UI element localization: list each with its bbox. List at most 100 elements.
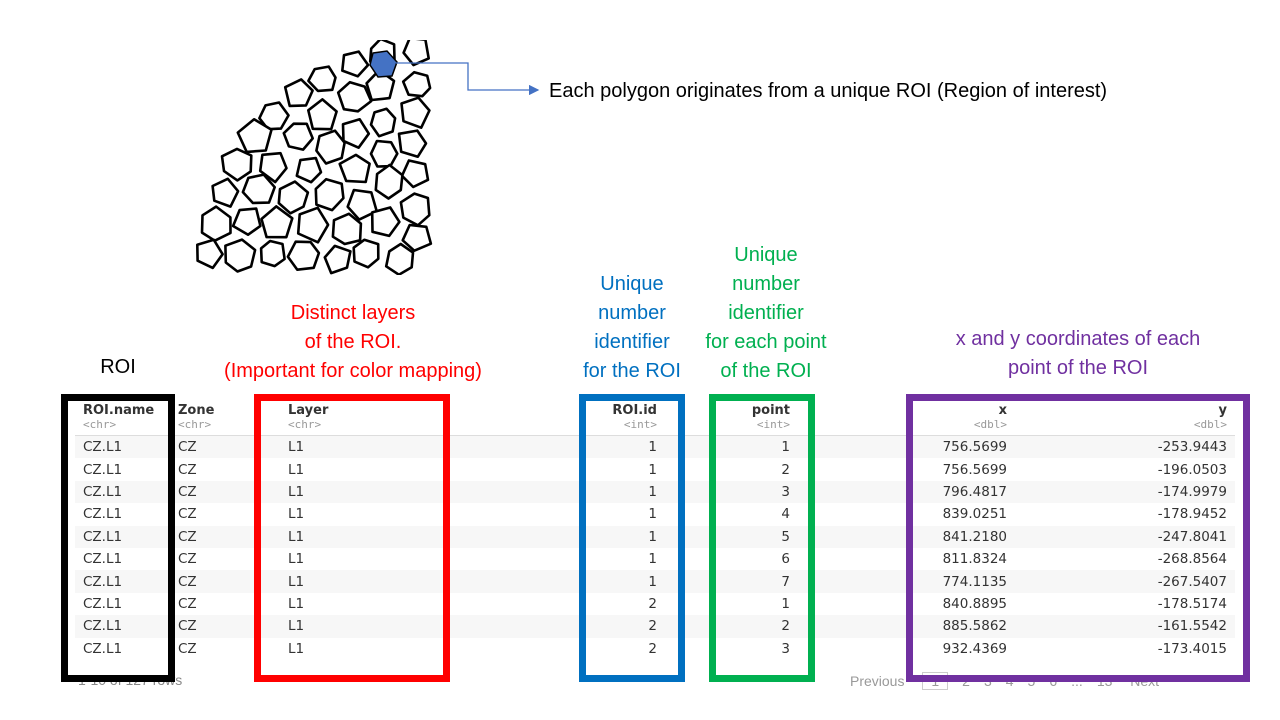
annotation-line: for each point — [705, 331, 827, 353]
roi-polygon — [315, 129, 346, 165]
roi-polygon — [365, 68, 396, 102]
cell-point: 3 — [665, 480, 798, 504]
cell-roi-id: 1 — [525, 570, 665, 593]
roi-polygon — [401, 70, 432, 98]
table-header-row: ROI.name Zone Layer ROI.id point x y — [75, 398, 1235, 418]
cell-zone: CZ — [170, 570, 280, 593]
cell-x: 811.8324 — [942, 551, 1007, 568]
highlight-box-roi-id — [579, 394, 685, 682]
roi-polygon — [374, 163, 404, 200]
annotation-layers: Distinct layers of the ROI. (Important for… — [198, 299, 508, 386]
cell-roi-name: CZ.L1 — [83, 551, 123, 568]
roi-polygon — [286, 240, 321, 271]
annotation-line: Unique — [734, 244, 798, 266]
cell-layer: L1 — [280, 570, 525, 593]
roi-polygon — [352, 238, 380, 269]
col-type: <chr> — [170, 418, 280, 436]
cell-point: 1 — [665, 435, 798, 459]
cell-y: -178.9452 — [1157, 506, 1227, 523]
roi-polygon — [336, 80, 373, 113]
cell-y: -173.4015 — [1157, 640, 1227, 657]
highlight-box-layers — [254, 394, 450, 682]
col-header-x[interactable]: x — [998, 403, 1007, 418]
col-header-layer[interactable]: Layer — [288, 403, 329, 418]
roi-polygon — [296, 206, 330, 244]
annotation-line: of the ROI — [720, 360, 812, 382]
cell-roi-name: CZ.L1 — [75, 570, 170, 593]
cell-layer: L1 — [280, 480, 525, 504]
cell-zone: CZ — [170, 435, 280, 459]
roi-polygon — [314, 177, 345, 212]
roi-polygon — [259, 239, 286, 268]
cell-point: 6 — [781, 551, 790, 568]
cell-y: -268.8564 — [1157, 551, 1227, 568]
roi-polygon — [200, 205, 232, 242]
roi-polygon — [307, 98, 338, 131]
cell-y: -247.8041 — [1015, 525, 1235, 548]
col-header-point[interactable]: point — [751, 403, 790, 418]
highlight-box-point — [709, 394, 815, 682]
cell-roi-id: 2 — [525, 615, 665, 638]
highlighted-roi-polygon — [369, 50, 398, 78]
col-header-roi-id[interactable]: ROI.id — [612, 403, 657, 418]
roi-polygon — [323, 244, 352, 275]
annotation-point: Unique number identifier for each point of t… — [690, 241, 842, 386]
roi-polygon — [338, 153, 371, 184]
cell-x: 839.0251 — [942, 506, 1007, 523]
cell-roi-name: CZ.L1 — [83, 506, 123, 523]
previous-button[interactable]: Previous — [850, 673, 905, 689]
col-type: <chr> — [75, 418, 170, 436]
cell-layer: L1 — [288, 551, 305, 568]
cell-y: -178.5174 — [1157, 595, 1227, 612]
cell-y: -196.0503 — [1157, 461, 1227, 478]
annotation-roi: ROI — [90, 353, 146, 382]
col-header-roi-name[interactable]: ROI.name — [83, 403, 155, 418]
highlight-box-roi — [61, 394, 175, 682]
col-type: <dbl> — [1015, 418, 1235, 436]
annotation-line: point of the ROI — [1007, 357, 1149, 379]
table-row: CZ.L1 CZ L1 1 2 756.5699 -196.0503 — [75, 458, 1235, 480]
cell-layer: L1 — [288, 640, 305, 657]
annotation-line: for the ROI — [583, 360, 681, 382]
cell-layer: L1 — [280, 525, 525, 548]
cell-point: 4 — [781, 506, 790, 523]
annotation-line: of the ROI. — [304, 331, 402, 353]
col-header-y[interactable]: y — [1218, 403, 1227, 418]
roi-polygon — [384, 242, 415, 275]
cell-x: 756.5699 — [942, 461, 1007, 478]
cell-zone: CZ — [170, 615, 280, 638]
roi-polygon — [211, 177, 240, 208]
table-row: CZ.L1 CZ L1 1 5 841.2180 -247.8041 — [75, 525, 1235, 548]
table-row: CZ.L1 CZ L1 2 1 840.8895 -178.5174 — [75, 593, 1235, 615]
cell-y: -161.5542 — [1015, 615, 1235, 638]
roi-polygon — [282, 122, 314, 151]
cell-roi-id: 2 — [648, 640, 657, 657]
roi-polygon — [401, 223, 433, 252]
annotation-line: Unique — [600, 273, 664, 295]
roi-polygon — [341, 50, 370, 78]
annotation-line: number — [598, 302, 666, 324]
cell-layer: L1 — [280, 615, 525, 638]
cell-point: 3 — [781, 640, 790, 657]
annotation-line: Distinct layers — [290, 302, 416, 324]
table-row: CZ.L1 CZ L1 2 3 932.4369 -173.4015 — [75, 638, 1235, 660]
cell-zone: CZ — [178, 506, 197, 523]
annotation-line: number — [732, 273, 800, 295]
col-header-zone[interactable]: Zone — [178, 403, 215, 418]
roi-polygon — [341, 118, 371, 149]
roi-polygon — [369, 139, 399, 168]
roi-polygon — [277, 180, 310, 215]
roi-polygon — [400, 96, 431, 129]
roi-polygon — [258, 151, 288, 184]
roi-polygon — [260, 205, 294, 239]
cell-point: 2 — [665, 615, 798, 638]
roi-polygon — [346, 188, 378, 221]
cell-point: 7 — [665, 570, 798, 593]
cell-roi-id: 1 — [648, 551, 657, 568]
roi-polygon — [402, 40, 431, 67]
highlight-box-coords — [906, 394, 1250, 682]
annotation-line: x and y coordinates of each — [955, 328, 1201, 350]
roi-polygon — [241, 173, 276, 205]
cell-y: -174.9979 — [1015, 480, 1235, 504]
cell-roi-id: 1 — [648, 461, 657, 478]
